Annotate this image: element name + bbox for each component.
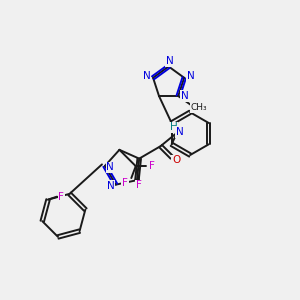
- Text: H: H: [169, 122, 177, 132]
- Text: F: F: [58, 192, 64, 202]
- Text: N: N: [166, 56, 173, 66]
- Text: N: N: [106, 181, 114, 191]
- Text: N: N: [143, 71, 150, 81]
- Text: N: N: [106, 162, 114, 172]
- Text: N: N: [187, 71, 195, 81]
- Text: N: N: [176, 127, 184, 137]
- Text: CH₃: CH₃: [191, 103, 207, 112]
- Text: N: N: [181, 91, 189, 101]
- Text: O: O: [172, 155, 181, 165]
- Text: F: F: [149, 161, 155, 171]
- Text: F: F: [122, 178, 128, 188]
- Text: F: F: [136, 181, 142, 190]
